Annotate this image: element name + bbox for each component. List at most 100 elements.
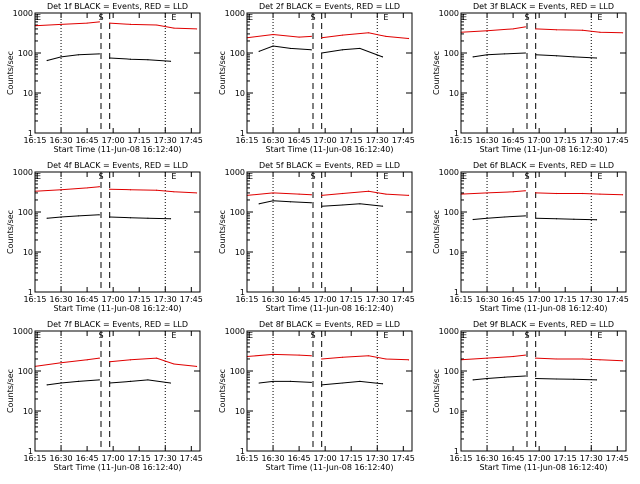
series-lld-point [86,359,88,361]
plot-frame [34,12,201,134]
series-events-point [109,57,111,59]
detector-panel-2: Det 2f BLACK = Events, RED = LLD 1 10 100 10… [218,2,415,154]
series-events-point [503,216,506,218]
series-lld-point [555,29,558,31]
x-axis-label: Start Time (11-Jun-08 16:12:40) [480,304,608,313]
detector-panel-9: Det 9f BLACK = Events, RED = LLD 1 10 100 10… [432,320,629,472]
y-axis-label: Counts/sec [432,210,441,254]
x-tick-label: 17:30 [580,454,603,463]
x-tick-label: 16:30 [50,454,73,463]
time-marker-label: E [248,331,253,340]
series-lld-point [129,359,132,361]
series-lld-line [535,357,623,362]
series-lld-line [109,357,197,367]
y-axis-label: Counts/sec [432,51,441,95]
time-marker-label: E [36,331,41,340]
y-tick-label: 1 [454,129,459,138]
series-lld-point [272,192,274,194]
series-lld-point [555,358,558,360]
series-lld-point [173,27,175,29]
x-tick-label: 16:45 [76,136,99,145]
series-events-point [555,55,558,57]
x-tick-label: 16:45 [502,136,525,145]
x-tick-label: 17:45 [392,136,415,145]
x-tick-label: 16:45 [76,295,99,304]
x-tick-label: 17:45 [392,454,415,463]
y-tick-label: 1 [28,288,33,297]
x-tick-label: 17:00 [528,136,551,145]
panel-title: Det 2f BLACK = Events, RED = LLD [259,2,400,11]
time-marker-label: E [462,331,467,340]
series-lld-point [524,26,526,28]
series-events-point [341,49,344,51]
series-events-point [595,219,598,221]
series-events-point [524,375,526,377]
series-events-line [321,380,383,386]
series-lld-point [341,356,344,358]
y-tick-label: 100 [444,208,459,217]
panel-title: Det 4f BLACK = Events, RED = LLD [47,161,188,170]
series-lld-point [298,193,300,195]
time-marker-label: S [310,13,315,22]
series-lld-line [34,186,100,192]
series-events-point [272,380,274,382]
series-lld-point [86,187,88,189]
x-tick-label: 16:45 [502,295,525,304]
series-events-point [486,377,488,380]
x-tick-label: 17:15 [340,454,363,463]
series-lld-point [195,192,198,194]
time-marker-label: E [597,172,602,181]
y-tick-label: 10 [449,89,459,98]
series-lld-point [621,360,624,362]
series-events-point [109,216,111,218]
series-events-point [535,377,537,380]
series-lld-line [109,188,197,194]
x-axis-label: Start Time (11-Jun-08 16:12:40) [266,463,394,472]
y-axis-label: Counts/sec [6,51,15,95]
series-events-point [129,58,132,60]
plot-frame [34,330,201,452]
series-lld-point [581,29,584,31]
series-events-point [486,217,488,219]
x-tick-label: 16:15 [235,136,258,145]
series-lld-point [310,194,312,196]
y-axis-label: Counts/sec [218,369,227,413]
x-axis-label: Start Time (11-Jun-08 16:12:40) [266,304,394,313]
series-lld-point [512,191,514,193]
x-tick-label: 16:30 [262,136,285,145]
x-tick-label: 17:30 [154,454,177,463]
x-tick-label: 17:15 [128,454,151,463]
time-marker-label: S [98,13,103,22]
series-events-line [259,45,312,52]
x-tick-label: 17:00 [102,136,125,145]
y-tick-label: 1 [454,447,459,456]
series-lld-point [599,359,601,361]
y-tick-label: 1000 [13,327,33,336]
time-marker-label: S [310,331,315,340]
series-events-point [258,203,260,205]
series-lld-point [512,28,514,30]
y-tick-label: 1 [240,447,245,456]
series-lld-point [272,353,274,356]
y-tick-label: 10 [235,248,245,257]
series-lld-point [486,192,488,194]
time-marker-label: S [524,331,529,340]
series-events-point [272,45,274,47]
x-tick-label: 17:15 [340,136,363,145]
time-marker-label: S [524,172,529,181]
x-tick-label: 17:45 [180,136,203,145]
x-tick-label: 17:15 [340,295,363,304]
detector-panel-8: Det 8f BLACK = Events, RED = LLD 1 10 100 10… [218,320,415,472]
y-tick-label: 10 [23,89,33,98]
series-events-point [46,217,48,219]
x-tick-label: 16:30 [262,454,285,463]
panel-title: Det 1f BLACK = Events, RED = LLD [47,2,188,11]
x-tick-label: 16:15 [235,454,258,463]
series-lld-point [599,193,601,195]
time-marker-label: S [524,13,529,22]
y-tick-label: 1000 [439,327,459,336]
series-events-point [573,378,575,380]
series-lld-line [34,357,100,367]
y-tick-label: 1 [28,129,33,138]
